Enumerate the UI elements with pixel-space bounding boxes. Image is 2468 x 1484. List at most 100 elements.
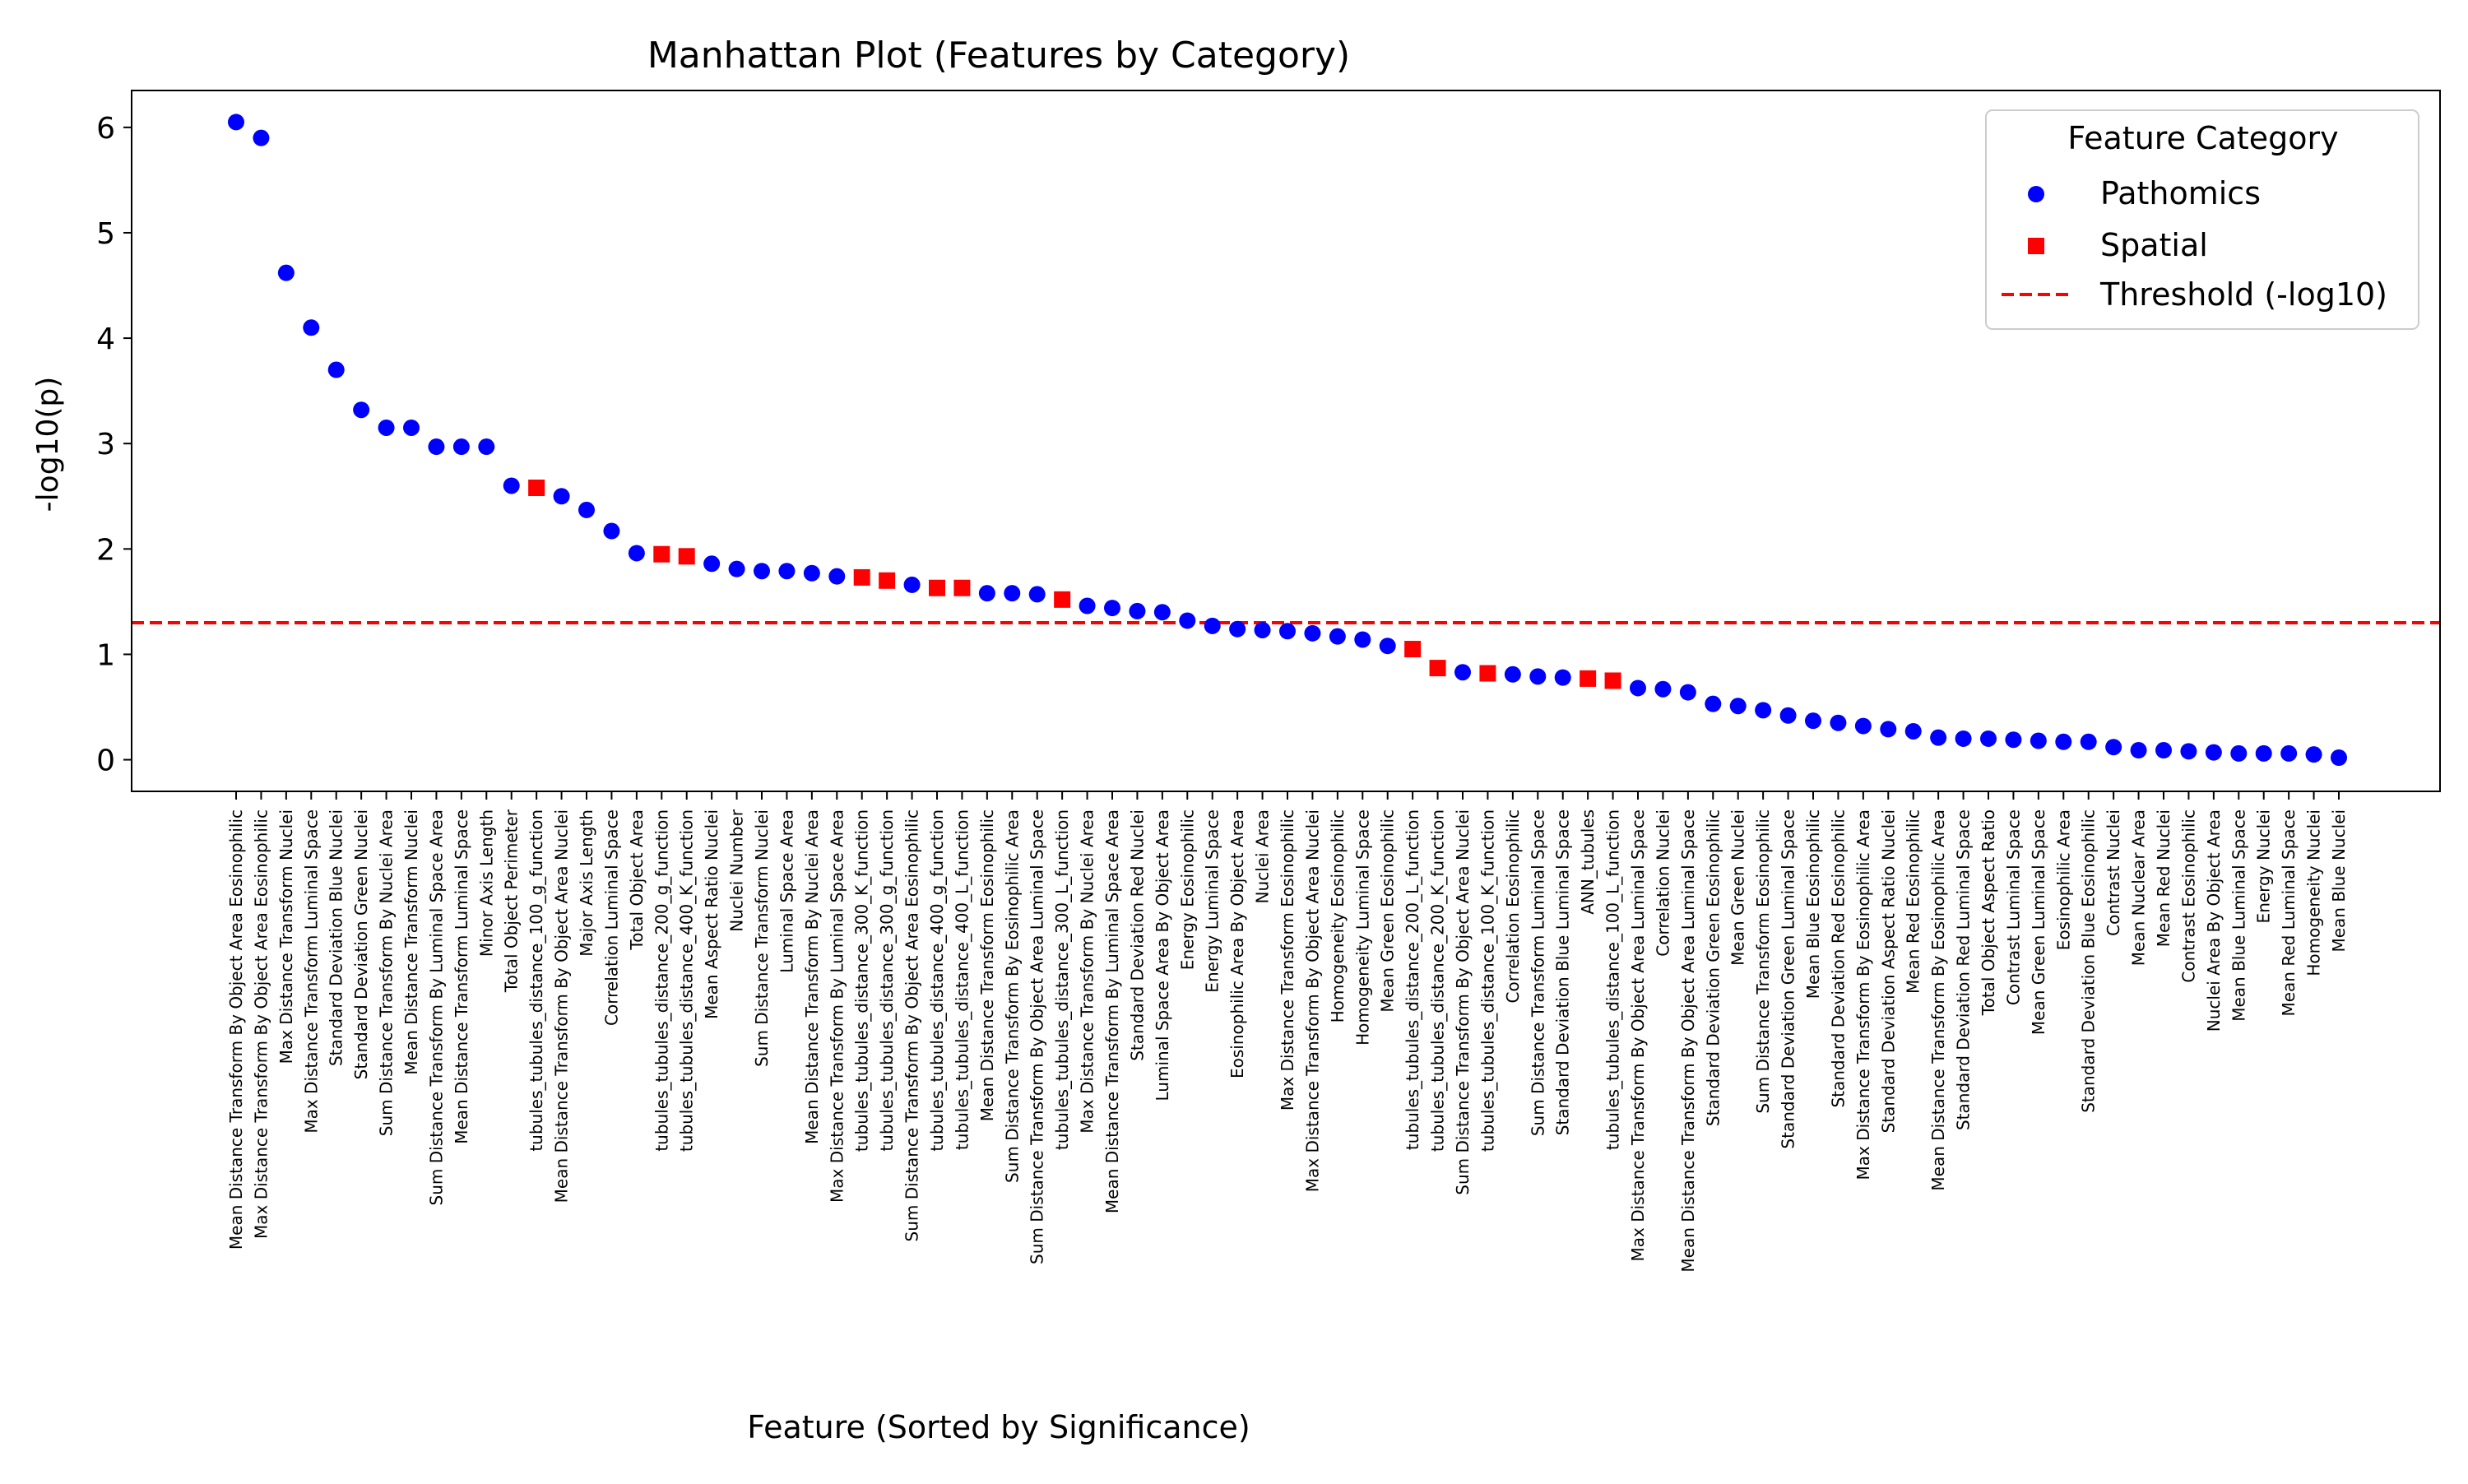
x-tick-label: tubules_tubules_distance_300_K_function xyxy=(852,809,872,1152)
x-tick-label: Mean Aspect Ratio Nuclei xyxy=(702,809,721,1019)
data-point-pathomics xyxy=(403,419,420,436)
data-point-pathomics xyxy=(1079,597,1096,614)
axis-ticks: 0 1 2 3 4 5 6 Mean Distance Transform By Object… xyxy=(96,112,2349,1273)
y-tick-label: 3 xyxy=(96,428,115,461)
data-point-pathomics xyxy=(803,564,820,582)
legend: Feature Category Pathomics Spatial Thres… xyxy=(1985,109,2419,330)
data-point-pathomics xyxy=(327,361,345,378)
data-point-spatial xyxy=(1429,660,1446,677)
x-tick-label: Mean Red Luminal Space xyxy=(2279,809,2299,1017)
data-point-pathomics xyxy=(2105,739,2122,756)
data-point-pathomics xyxy=(253,129,270,146)
data-point-spatial xyxy=(653,545,670,563)
x-tick-label: ANN_tubules xyxy=(1578,809,1598,915)
data-point-pathomics xyxy=(1329,628,1346,645)
x-tick-label: tubules_tubules_distance_300_g_function xyxy=(877,809,897,1152)
x-tick-label: Mean Green Nuclei xyxy=(1728,809,1748,966)
data-point-pathomics xyxy=(303,319,320,336)
data-point-pathomics xyxy=(578,501,595,518)
y-tick-label: 0 xyxy=(96,744,115,778)
x-tick-label: Standard Deviation Green Luminal Space xyxy=(1779,809,1798,1149)
x-tick-label: Mean Nuclear Area xyxy=(2129,809,2149,966)
data-point-pathomics xyxy=(2230,744,2248,762)
x-tick-label: Eosinophilic Area xyxy=(2053,809,2073,950)
x-tick-label: tubules_tubules_distance_100_g_function xyxy=(527,809,546,1152)
data-point-pathomics xyxy=(1980,730,1997,747)
data-point-pathomics xyxy=(2055,733,2072,750)
x-tick-label: Correlation Nuclei xyxy=(1653,809,1672,957)
data-point-pathomics xyxy=(2255,744,2272,762)
data-point-spatial xyxy=(953,579,971,596)
x-tick-label: Mean Distance Transform Nuclei xyxy=(401,809,421,1075)
data-point-pathomics xyxy=(277,264,295,281)
data-point-pathomics xyxy=(503,477,520,494)
x-tick-label: tubules_tubules_distance_400_K_function xyxy=(677,809,697,1152)
data-point-pathomics xyxy=(428,438,445,456)
x-tick-label: Correlation Luminal Space xyxy=(601,809,621,1026)
x-tick-label: tubules_tubules_distance_200_L_function xyxy=(1403,809,1422,1150)
x-tick-label: Contrast Eosinophilic xyxy=(2178,809,2198,983)
data-point-pathomics xyxy=(1854,717,1872,735)
data-point-pathomics xyxy=(828,568,846,585)
x-tick-label: Sum Distance Transform By Object Area Nu… xyxy=(1453,809,1473,1195)
data-point-pathomics xyxy=(2305,746,2322,763)
legend-marker-pathomics xyxy=(2028,186,2044,202)
data-point-pathomics xyxy=(1930,729,1947,746)
data-point-spatial xyxy=(853,568,870,586)
data-point-pathomics xyxy=(754,563,770,580)
x-axis-label: Feature (Sorted by Significance) xyxy=(747,1409,1250,1445)
plot-area-frame xyxy=(131,90,2441,792)
x-tick-label: Homogeneity Eosinophilic xyxy=(1328,809,1348,1023)
legend-label-threshold: Threshold (-log10) xyxy=(2099,276,2387,313)
data-point-pathomics xyxy=(1379,638,1396,655)
x-tick-label: Nuclei Number xyxy=(727,809,747,932)
data-point-pathomics xyxy=(1179,612,1196,629)
data-point-pathomics xyxy=(1129,602,1146,619)
x-tick-label: Mean Distance Transform By Object Area L… xyxy=(1678,809,1698,1273)
x-tick-label: Homogeneity Luminal Space xyxy=(1352,809,1372,1046)
data-point-pathomics xyxy=(2130,742,2147,759)
x-tick-label: Max Distance Transform By Object Area Lu… xyxy=(1628,809,1648,1261)
x-tick-label: tubules_tubules_distance_400_g_function xyxy=(927,809,947,1152)
x-tick-label: Total Object Aspect Ratio xyxy=(1979,809,1998,1016)
x-tick-label: Mean Distance Transform By Object Area E… xyxy=(226,809,246,1250)
x-tick-label: Energy Nuclei xyxy=(2254,809,2274,923)
data-point-pathomics xyxy=(378,419,395,436)
x-tick-label: Mean Distance Transform By Eosinophilic … xyxy=(1928,809,1948,1191)
data-point-pathomics xyxy=(353,401,370,419)
x-tick-label: Standard Deviation Red Nuclei xyxy=(1127,809,1147,1061)
data-point-spatial xyxy=(929,579,945,596)
x-tick-label: Max Distance Transform By Nuclei Area xyxy=(1078,809,1097,1134)
x-tick-label: tubules_tubules_distance_200_K_function xyxy=(1428,809,1448,1152)
data-point-pathomics xyxy=(1755,702,1772,719)
x-tick-label: Standard Deviation Blue Luminal Space xyxy=(1553,809,1573,1135)
x-tick-label: tubules_tubules_distance_100_L_function xyxy=(1603,809,1623,1150)
data-point-spatial xyxy=(678,548,695,565)
x-tick-label: Total Object Perimeter xyxy=(502,809,522,993)
x-tick-label: Standard Deviation Red Luminal Space xyxy=(1954,809,1974,1130)
y-tick-label: 4 xyxy=(96,322,115,356)
x-tick-label: Nuclei Area xyxy=(1253,809,1273,903)
x-tick-label: Sum Distance Transform By Object Area Lu… xyxy=(1028,809,1047,1264)
data-point-spatial xyxy=(1404,641,1422,658)
data-point-pathomics xyxy=(1880,721,1897,738)
y-tick-label: 6 xyxy=(96,112,115,146)
x-tick-label: Sum Distance Transform By Eosinophilic A… xyxy=(1002,809,1022,1183)
data-point-pathomics xyxy=(2205,744,2222,761)
x-tick-label: Mean Distance Transform Luminal Space xyxy=(452,809,471,1144)
data-point-pathomics xyxy=(1529,668,1547,685)
data-point-pathomics xyxy=(1904,722,1922,740)
x-tick-label: Max Distance Transform By Object Area Nu… xyxy=(1302,809,1322,1192)
data-point-pathomics xyxy=(1104,600,1120,617)
data-point-pathomics xyxy=(1830,714,1847,731)
y-axis-label: -log10(p) xyxy=(31,377,65,512)
data-point-pathomics xyxy=(728,560,745,577)
data-point-pathomics xyxy=(1504,665,1521,683)
legend-box xyxy=(1985,109,2419,330)
x-tick-label: Standard Deviation Green Eosinophilic xyxy=(1703,809,1723,1126)
x-tick-label: Total Object Area xyxy=(627,809,647,951)
x-tick-label: Contrast Luminal Space xyxy=(2003,809,2023,1005)
data-point-pathomics xyxy=(228,114,244,131)
x-tick-label: Standard Deviation Blue Nuclei xyxy=(327,809,346,1066)
